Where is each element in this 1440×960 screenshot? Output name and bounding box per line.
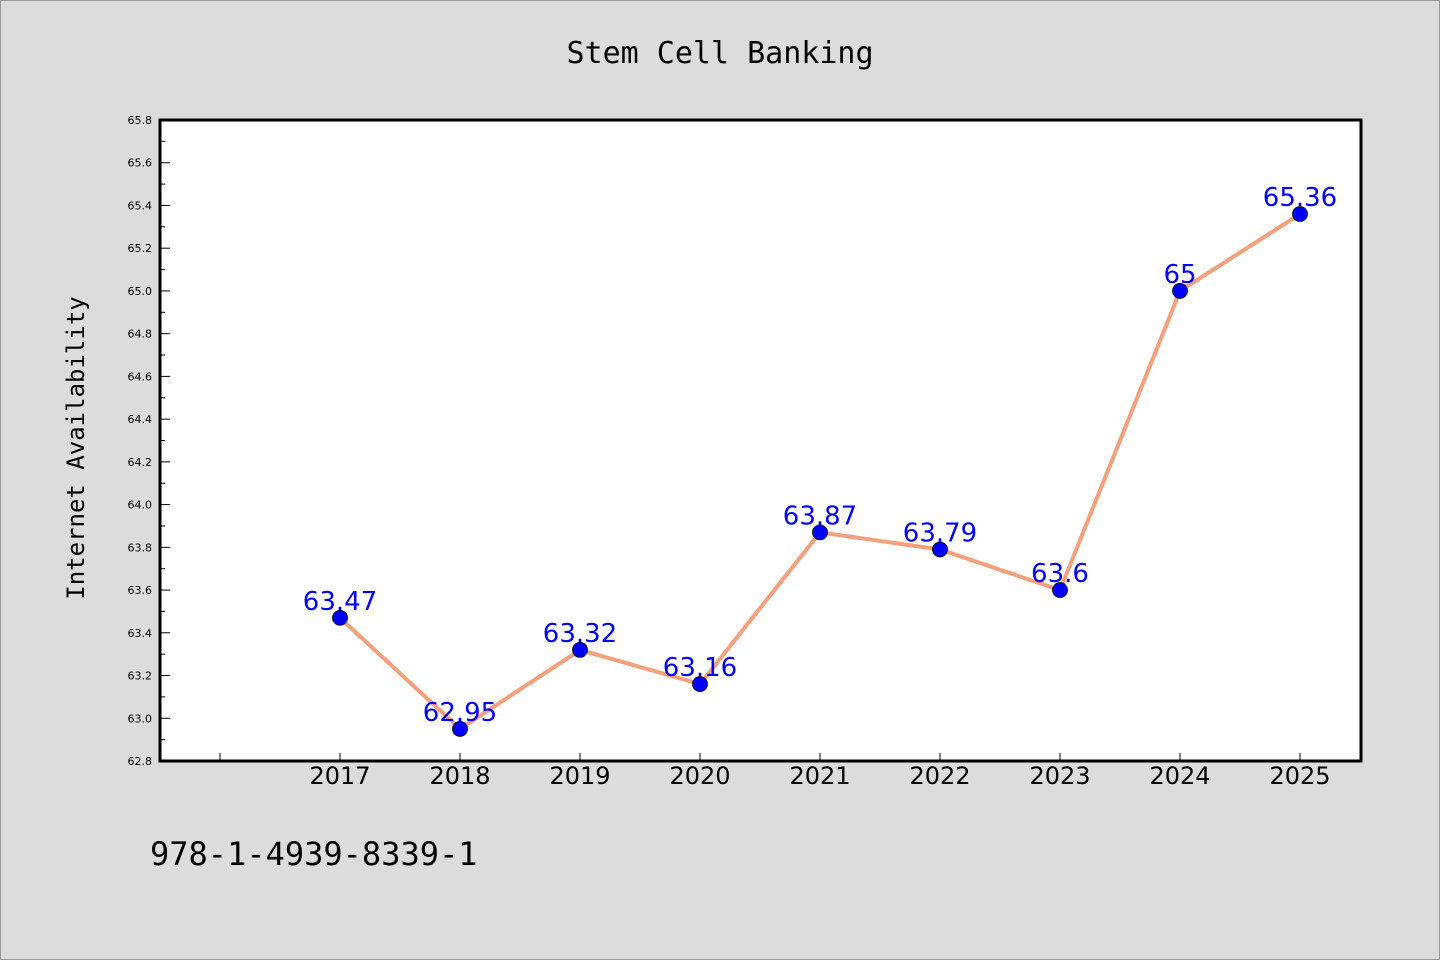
data-label: 63.79 (903, 518, 977, 548)
y-tick-label: 63.6 (128, 584, 153, 597)
y-tick-label: 64.0 (128, 499, 153, 512)
data-label: 65.36 (1263, 183, 1337, 213)
x-tick-label: 2025 (1269, 762, 1330, 790)
data-label: 63.6 (1031, 559, 1089, 589)
plot-area (160, 120, 1361, 761)
data-point (452, 721, 468, 737)
x-tick-label: 2021 (789, 762, 850, 790)
data-label: 63.32 (543, 619, 617, 649)
data-point (1292, 206, 1308, 222)
x-tick-label: 2017 (309, 762, 370, 790)
y-tick-label: 64.2 (128, 456, 153, 469)
data-label: 65 (1163, 260, 1196, 290)
y-tick-label: 63.4 (128, 627, 153, 640)
data-label: 63.47 (303, 587, 377, 617)
y-tick-label: 62.8 (128, 755, 153, 768)
data-point (1172, 283, 1188, 299)
footnote-isbn: 978-1-4939-8339-1 (150, 835, 478, 873)
data-point (812, 524, 828, 541)
x-tick-label: 2020 (669, 762, 730, 790)
plot-frame (158, 118, 1363, 763)
data-point (692, 676, 708, 692)
x-tick-label: 2023 (1029, 762, 1090, 790)
data-point (572, 641, 588, 658)
y-tick-label: 65.0 (128, 285, 153, 298)
y-tick-label: 65.8 (128, 114, 153, 127)
y-tick-label: 64.4 (128, 413, 153, 426)
y-tick-label: 63.0 (128, 712, 153, 725)
y-tick-label: 63.2 (128, 670, 153, 683)
series-layer (332, 206, 1308, 737)
y-tick-label: 64.8 (128, 328, 153, 341)
y-tick-label: 65.4 (128, 199, 153, 212)
y-tick-label: 64.6 (128, 370, 153, 383)
data-point (1052, 582, 1068, 598)
data-labels: 63.47 62.95 63.32 63.16 63.87 63.79 63.6 65 65.3… (303, 183, 1337, 728)
y-tick-label: 65.2 (128, 242, 153, 255)
data-label: 63.16 (663, 653, 737, 683)
data-point (332, 609, 348, 626)
x-tick-label: 2024 (1149, 762, 1210, 790)
x-tick-label: 2022 (909, 762, 970, 790)
data-label: 62.95 (423, 698, 497, 728)
data-label: 63.87 (783, 501, 857, 531)
axis-ticks: 62.8 63.0 63.2 63.4 63.6 63.8 64.0 64.2 64.4 64.6… (128, 114, 1331, 790)
y-axis-label: Internet Availability (62, 296, 90, 599)
chart-title: Stem Cell Banking (566, 36, 873, 71)
y-tick-label: 65.6 (128, 157, 153, 170)
x-tick-label: 2018 (429, 762, 490, 790)
y-tick-label: 63.8 (128, 541, 153, 554)
data-point (932, 541, 948, 558)
x-tick-label: 2019 (549, 762, 610, 790)
